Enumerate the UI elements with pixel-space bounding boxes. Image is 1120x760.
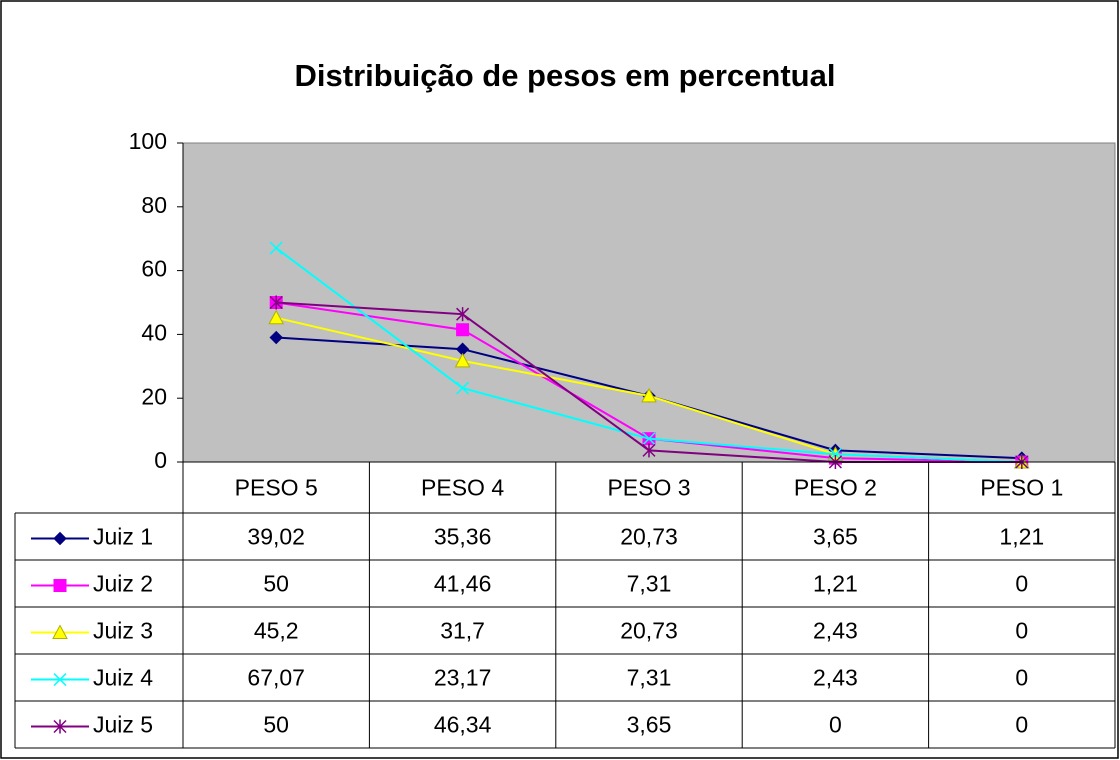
legend-marker [53,672,67,687]
x-tick-label: PESO 5 [235,475,318,501]
plot-area [182,142,1116,463]
table-value: 50 [263,712,289,738]
y-tick-label: 0 [154,447,167,473]
marker [641,387,657,403]
legend-marker [52,624,68,639]
x-tick-label: PESO 4 [421,475,504,501]
legend-label: Juiz 5 [93,712,153,738]
table-value: 0 [1015,665,1028,691]
chart-title: Distribuição de pesos em percentual [295,58,836,93]
table-value: 0 [1015,571,1028,597]
table-value: 2,43 [813,665,858,691]
marker [269,241,283,255]
legend-marker [53,579,67,592]
table-value: 1,21 [813,571,858,597]
table-value: 23,17 [434,665,492,691]
x-tick-label: PESO 2 [794,475,877,501]
y-tick-label: 80 [141,192,167,218]
legend-label: Juiz 2 [93,571,153,597]
table-value: 41,46 [434,571,492,597]
legend-marker [53,719,67,734]
table-value: 3,65 [813,524,858,550]
table-value: 46,34 [434,712,492,738]
table-value: 0 [829,712,842,738]
marker [456,323,470,337]
legend-label: Juiz 4 [93,665,153,691]
table-value: 20,73 [620,618,678,644]
table-value: 3,65 [627,712,672,738]
marker [269,295,283,310]
marker [268,309,285,325]
y-tick-label: 20 [141,383,167,409]
marker [456,307,470,322]
x-tick-label: PESO 3 [607,475,690,501]
legend-label: Juiz 1 [93,524,153,550]
table-value: 67,07 [247,665,305,691]
table-value: 7,31 [627,571,672,597]
marker [642,443,656,458]
marker [642,432,656,446]
table-value: 31,7 [440,618,485,644]
table-value: 45,2 [254,618,299,644]
marker [456,381,470,395]
table-value: 35,36 [434,524,492,550]
table-value: 1,21 [999,524,1044,550]
table-value: 0 [1015,618,1028,644]
y-tick-label: 100 [129,128,167,154]
table-value: 0 [1015,712,1028,738]
y-tick-label: 40 [141,319,167,345]
x-tick-label: PESO 1 [980,475,1063,501]
legend-marker [53,531,67,546]
table-value: 20,73 [620,524,678,550]
legend-label: Juiz 3 [93,618,153,644]
table-value: 2,43 [813,618,858,644]
table-value: 39,02 [247,524,305,550]
table-value: 7,31 [627,665,672,691]
y-tick-label: 60 [141,256,167,282]
marker [269,330,283,345]
table-value: 50 [263,571,289,597]
marker [454,352,471,368]
